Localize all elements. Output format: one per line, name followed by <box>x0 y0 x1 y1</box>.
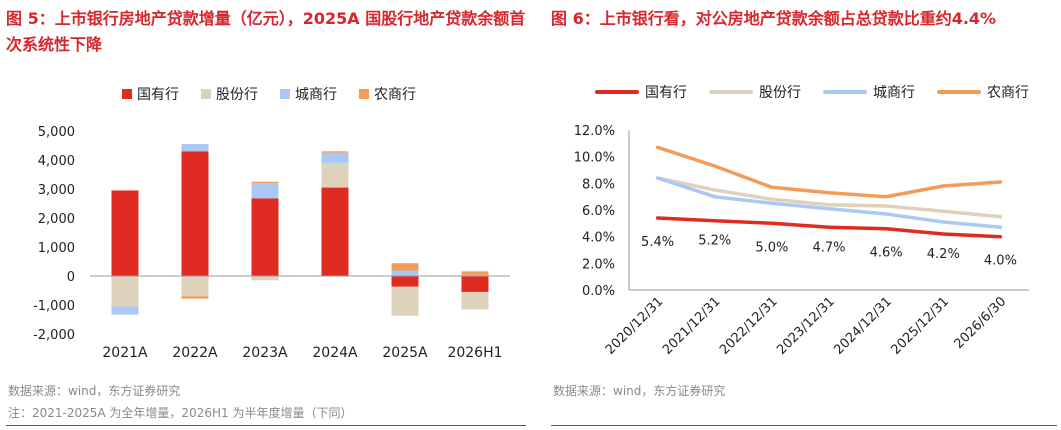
series-line-1 <box>655 216 1003 239</box>
bar-segment <box>461 276 489 292</box>
bar-segment <box>111 190 139 276</box>
left-source: 数据来源：wind，东方证券研究 <box>8 384 181 398</box>
legend-label-3: 城商行 <box>873 85 915 101</box>
x-tick-label: 2023A <box>242 345 288 361</box>
x-tick-label: 2022A <box>172 345 218 361</box>
bar-segment <box>461 291 489 310</box>
x-tick-label: 2024/12/31 <box>831 294 895 358</box>
y-tick-label: 12.0% <box>574 124 615 139</box>
y-tick-label: 6.0% <box>582 204 615 219</box>
right-chart-title: 图 6：上市银行看，对公房地产贷款余额占总贷款比重约4.4% <box>551 9 997 28</box>
y-tick-label: 3,000 <box>38 183 75 198</box>
bar-segment <box>111 306 139 315</box>
data-label: 4.6% <box>870 246 903 261</box>
x-tick-label: 2025A <box>382 345 428 361</box>
legend-label-4: 农商行 <box>987 85 1029 101</box>
bar-segment <box>461 274 489 276</box>
bar-segment <box>181 296 209 299</box>
legend-label-1: 国有行 <box>137 87 179 103</box>
y-tick-label: -1,000 <box>33 299 75 314</box>
series-line-4 <box>655 145 1003 199</box>
x-tick-label: 2026H1 <box>447 345 502 361</box>
y-tick-label: 2.0% <box>582 257 615 272</box>
y-tick-label: 1,000 <box>38 241 75 256</box>
right-source: 数据来源：wind，东方证券研究 <box>553 384 726 398</box>
legend-label-2: 股份行 <box>759 85 801 101</box>
y-tick-label: 2,000 <box>38 212 75 227</box>
x-tick-label: 2023/12/31 <box>774 294 838 358</box>
data-label: 5.4% <box>641 235 674 250</box>
x-tick-label: 2024A <box>312 345 358 361</box>
data-label: 5.0% <box>755 240 788 255</box>
bar-segment <box>181 276 209 297</box>
x-tick-label: 2025/12/31 <box>889 294 953 358</box>
left-bottom-rule <box>6 425 526 426</box>
series-line-2 <box>655 176 1003 219</box>
legend-swatch-3 <box>280 89 290 99</box>
x-tick-label: 2026/6/30 <box>952 294 1010 352</box>
bar-segment <box>111 276 139 307</box>
y-tick-label: 5,000 <box>38 125 75 140</box>
y-tick-label: 0 <box>67 270 75 285</box>
x-tick-label: 2021/12/31 <box>660 294 724 358</box>
bar-segment <box>251 183 279 199</box>
bar-segment <box>321 162 349 188</box>
y-tick-label: -2,000 <box>33 328 75 343</box>
bar-segment <box>321 151 349 153</box>
series-line-3 <box>655 176 1003 230</box>
legend-swatch-4 <box>359 89 369 99</box>
bar-segment <box>321 152 349 163</box>
data-label: 4.2% <box>927 247 960 262</box>
data-label: 4.7% <box>812 240 845 255</box>
right-bottom-rule <box>551 425 1057 426</box>
x-tick-label: 2020/12/31 <box>603 294 667 358</box>
left-chart-title: 图 5：上市银行房地产贷款增量（亿元），2025A 国股行地产贷款余额首次系统性… <box>6 9 526 54</box>
bar-segment <box>251 181 279 184</box>
bar-segment <box>251 276 279 281</box>
bar-segment <box>251 198 279 276</box>
y-tick-label: 10.0% <box>574 151 615 166</box>
line-chart: 国有行 股份行 城商行 农商行 12.0% 10.0% 8.0% 6.0% 4.0% 2.0% 0.… <box>574 85 1029 358</box>
legend-swatch-1 <box>122 89 132 99</box>
left-note: 注：2021-2025A 为全年增量，2026H1 为半年度增量（下同） <box>8 406 353 420</box>
y-tick-label: 8.0% <box>582 177 615 192</box>
bar-segment <box>181 151 209 276</box>
legend-label-4: 农商行 <box>374 87 416 103</box>
y-tick-label: 4,000 <box>38 154 75 169</box>
bar-segment <box>391 263 419 271</box>
legend-swatch-2 <box>201 89 211 99</box>
bar-segment <box>391 276 419 287</box>
legend-label-3: 城商行 <box>295 87 337 103</box>
x-tick-label: 2022/12/31 <box>717 294 781 358</box>
right-panel: 图 6：上市银行看，对公房地产贷款余额占总贷款比重约4.4% 国有行 股份行 城商行… <box>545 0 1061 430</box>
y-tick-label: 4.0% <box>582 231 615 246</box>
bar-segment <box>321 187 349 276</box>
legend-label-2: 股份行 <box>216 87 258 103</box>
bar-segment <box>391 270 419 276</box>
bar-segment <box>181 144 209 152</box>
left-panel: 图 5：上市银行房地产贷款增量（亿元），2025A 国股行地产贷款余额首次系统性… <box>0 0 530 430</box>
data-label: 5.2% <box>698 234 731 249</box>
y-tick-label: 0.0% <box>582 284 615 299</box>
bar-segment <box>391 286 419 316</box>
x-tick-label: 2021A <box>102 345 148 361</box>
legend-label-1: 国有行 <box>645 85 687 101</box>
bar-segment <box>461 271 489 275</box>
stacked-bar-chart: 国有行 股份行 城商行 农商行 5,000 4,000 3,000 2,000 1,000 0 -1… <box>33 87 510 361</box>
data-label: 4.0% <box>984 254 1017 269</box>
